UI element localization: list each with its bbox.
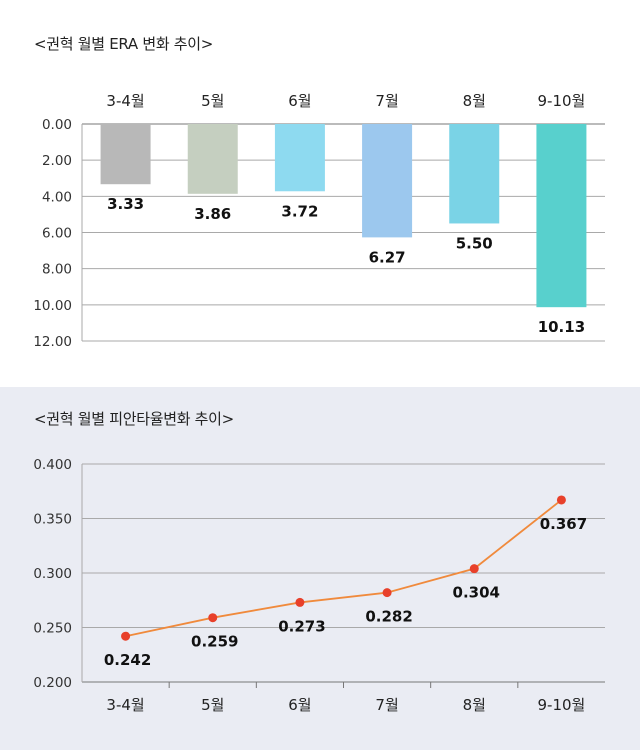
opponent-avg-line-chart: 0.200 0.250 0.300 0.350 0.400 0.242 3-4월 0.259 5…: [33, 457, 605, 714]
pitch-category-label: 8월: [463, 696, 486, 714]
era-bar: [187, 124, 238, 194]
era-category-label: 3-4월: [106, 92, 144, 110]
pitch-value-label: 0.273: [278, 617, 325, 635]
pitch-value-label: 0.242: [104, 651, 151, 669]
era-y-tick-label: 6.00: [42, 226, 72, 242]
pitch-category-label: 3-4월: [106, 696, 144, 714]
pitch-category-label: 7월: [375, 696, 398, 714]
era-y-tick-label: 10.00: [33, 298, 72, 314]
pitch-y-tick-label: 0.300: [33, 566, 72, 582]
pitch-category-label: 5월: [201, 696, 224, 714]
pitch-category-label: 6월: [288, 696, 311, 714]
pitch-data-point: [556, 495, 566, 505]
era-value-label: 3.33: [107, 195, 144, 213]
era-category-label: 8월: [463, 92, 486, 110]
era-bar: [449, 124, 500, 224]
era-bar: [100, 124, 151, 185]
pitch-data-point: [295, 597, 305, 607]
era-y-tick-label: 8.00: [42, 262, 72, 278]
pitch-value-label: 0.367: [540, 515, 587, 533]
pitch-chart-panel: <권혁 월별 피안타율변화 추이> 0.200 0.250 0.300 0.350 0.…: [0, 387, 640, 750]
era-bar: [274, 124, 325, 192]
era-value-label: 10.13: [538, 318, 585, 336]
pitch-data-point: [382, 588, 392, 598]
pitch-data-point: [121, 631, 131, 641]
era-chart-panel: <권혁 월별 ERA 변화 추이> 0.00 2.00 4.00 6.00 8.00 10…: [33, 35, 605, 350]
era-value-label: 5.50: [456, 234, 493, 252]
pitch-category-label: 9-10월: [537, 696, 585, 714]
pitch-series-line: [125, 499, 562, 638]
pitch-data-point: [469, 564, 479, 574]
era-category-label: 9-10월: [537, 92, 585, 110]
pitch-chart-title: <권혁 월별 피안타율변화 추이>: [34, 410, 234, 428]
era-bar: [362, 124, 413, 238]
era-bar: [536, 124, 587, 308]
era-y-tick-label: 2.00: [42, 153, 72, 169]
era-value-label: 6.27: [369, 248, 406, 266]
era-y-tick-label: 4.00: [42, 189, 72, 205]
pitch-value-label: 0.282: [365, 608, 412, 626]
era-category-label: 7월: [375, 92, 398, 110]
pitch-y-tick-label: 0.350: [33, 512, 72, 528]
pitch-value-label: 0.259: [191, 633, 238, 651]
era-category-label: 6월: [288, 92, 311, 110]
era-y-tick-label: 12.00: [33, 334, 72, 350]
pitch-y-tick-label: 0.250: [33, 621, 72, 637]
era-bar-chart: 0.00 2.00 4.00 6.00 8.00 10.00 12.00 3-4월 3.33 5월…: [33, 92, 605, 350]
era-value-label: 3.86: [194, 205, 231, 223]
era-y-tick-label: 0.00: [42, 117, 72, 133]
pitch-y-tick-label: 0.400: [33, 457, 72, 473]
pitch-value-label: 0.304: [453, 584, 500, 602]
era-category-label: 5월: [201, 92, 224, 110]
era-value-label: 3.72: [281, 202, 318, 220]
pitch-y-tick-label: 0.200: [33, 675, 72, 691]
pitch-data-point: [208, 613, 218, 623]
era-chart-title: <권혁 월별 ERA 변화 추이>: [34, 35, 214, 53]
